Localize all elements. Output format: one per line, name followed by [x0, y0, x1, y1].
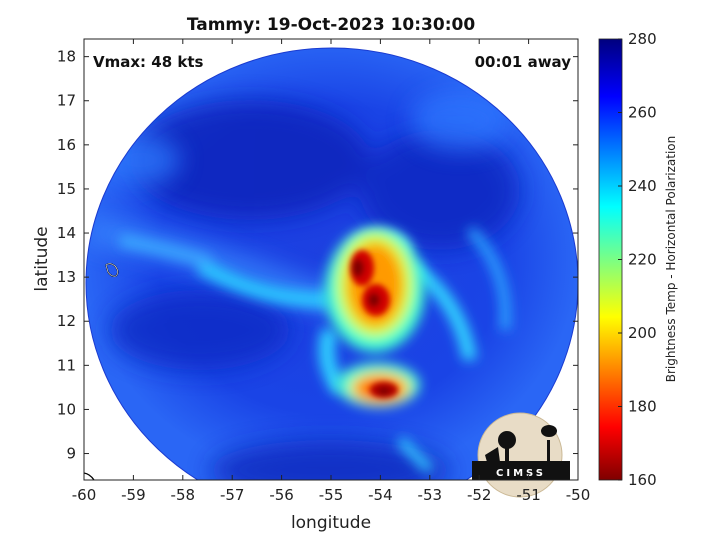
colorbar-ticks: 160 180 200 220 240 260 280	[618, 30, 657, 489]
chart-title: Tammy: 19-Oct-2023 10:30:00	[187, 15, 475, 35]
y-tick-label: 16	[57, 136, 76, 154]
cimss-logo: CIMSS	[472, 412, 570, 498]
x-tick-label: -57	[220, 486, 245, 504]
colorbar-tick-label: 260	[628, 104, 657, 122]
x-tick-label: -53	[418, 486, 443, 504]
colorbar-tick-label: 200	[628, 324, 657, 342]
y-tick-label: 10	[57, 400, 76, 418]
x-tick-label: -52	[467, 486, 492, 504]
colorbar-label: Brightness Temp - Horizontal Polarizatio…	[664, 136, 678, 383]
y-tick-label: 15	[57, 180, 76, 198]
time-away-label: 00:01 away	[475, 53, 572, 71]
y-tick-label: 9	[66, 445, 76, 463]
x-tick-label: -58	[171, 486, 196, 504]
colorbar-tick-label: 240	[628, 177, 657, 195]
colorbar-tick-label: 180	[628, 398, 657, 416]
x-axis-label: longitude	[291, 513, 371, 533]
colorbar-tick-label: 280	[628, 30, 657, 48]
x-tick-label: -51	[516, 486, 541, 504]
x-tick-label: -55	[319, 486, 344, 504]
y-tick-label: 13	[57, 268, 76, 286]
brightness-temp-swath	[84, 47, 578, 480]
vmax-label: Vmax: 48 kts	[93, 53, 203, 71]
x-tick-label: -59	[121, 486, 146, 504]
y-axis-label: latitude	[32, 226, 52, 291]
colorbar-tick-label: 220	[628, 251, 657, 269]
x-tick-label: -56	[269, 486, 294, 504]
cimss-logo-text: CIMSS	[496, 468, 546, 479]
y-tick-label: 14	[57, 224, 76, 242]
y-tick-label: 18	[57, 48, 76, 66]
colorbar-tick-label: 160	[628, 471, 657, 489]
y-tick-label: 17	[57, 92, 76, 110]
x-tick-label: -50	[566, 486, 591, 504]
x-tick-label: -60	[72, 486, 97, 504]
axes: -60 -59 -58 -57 -56 -55 -54 -53 -52 -51 -50 9 10 11 12…	[57, 38, 591, 504]
y-tick-label: 12	[57, 312, 76, 330]
y-tick-label: 11	[57, 356, 76, 374]
x-tick-label: -54	[368, 486, 393, 504]
